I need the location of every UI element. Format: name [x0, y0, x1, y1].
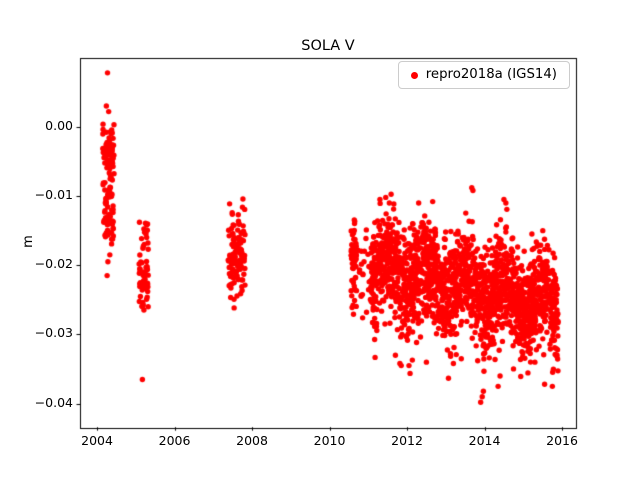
x-tick-label: 2010: [313, 433, 346, 449]
chart-title: SOLA V: [301, 38, 355, 54]
y-tick-label: −0.04: [34, 394, 73, 410]
x-tick-label: 2004: [81, 433, 113, 449]
y-axis-label: m: [20, 235, 36, 248]
y-tick-label: −0.03: [34, 325, 73, 341]
y-tick-label: −0.02: [34, 256, 73, 272]
x-tick-label: 2006: [158, 433, 191, 449]
x-tick-label: 2016: [546, 433, 578, 449]
legend: repro2018a (IGS14): [397, 61, 570, 89]
y-tick-label: −0.01: [34, 187, 73, 203]
legend-marker-icon: [410, 71, 418, 79]
y-tick-label: 0.00: [45, 117, 73, 133]
x-tick-label: 2012: [391, 433, 423, 449]
x-tick-label: 2014: [468, 433, 501, 449]
legend-label: repro2018a (IGS14): [425, 67, 557, 82]
x-tick-label: 2008: [236, 433, 268, 449]
